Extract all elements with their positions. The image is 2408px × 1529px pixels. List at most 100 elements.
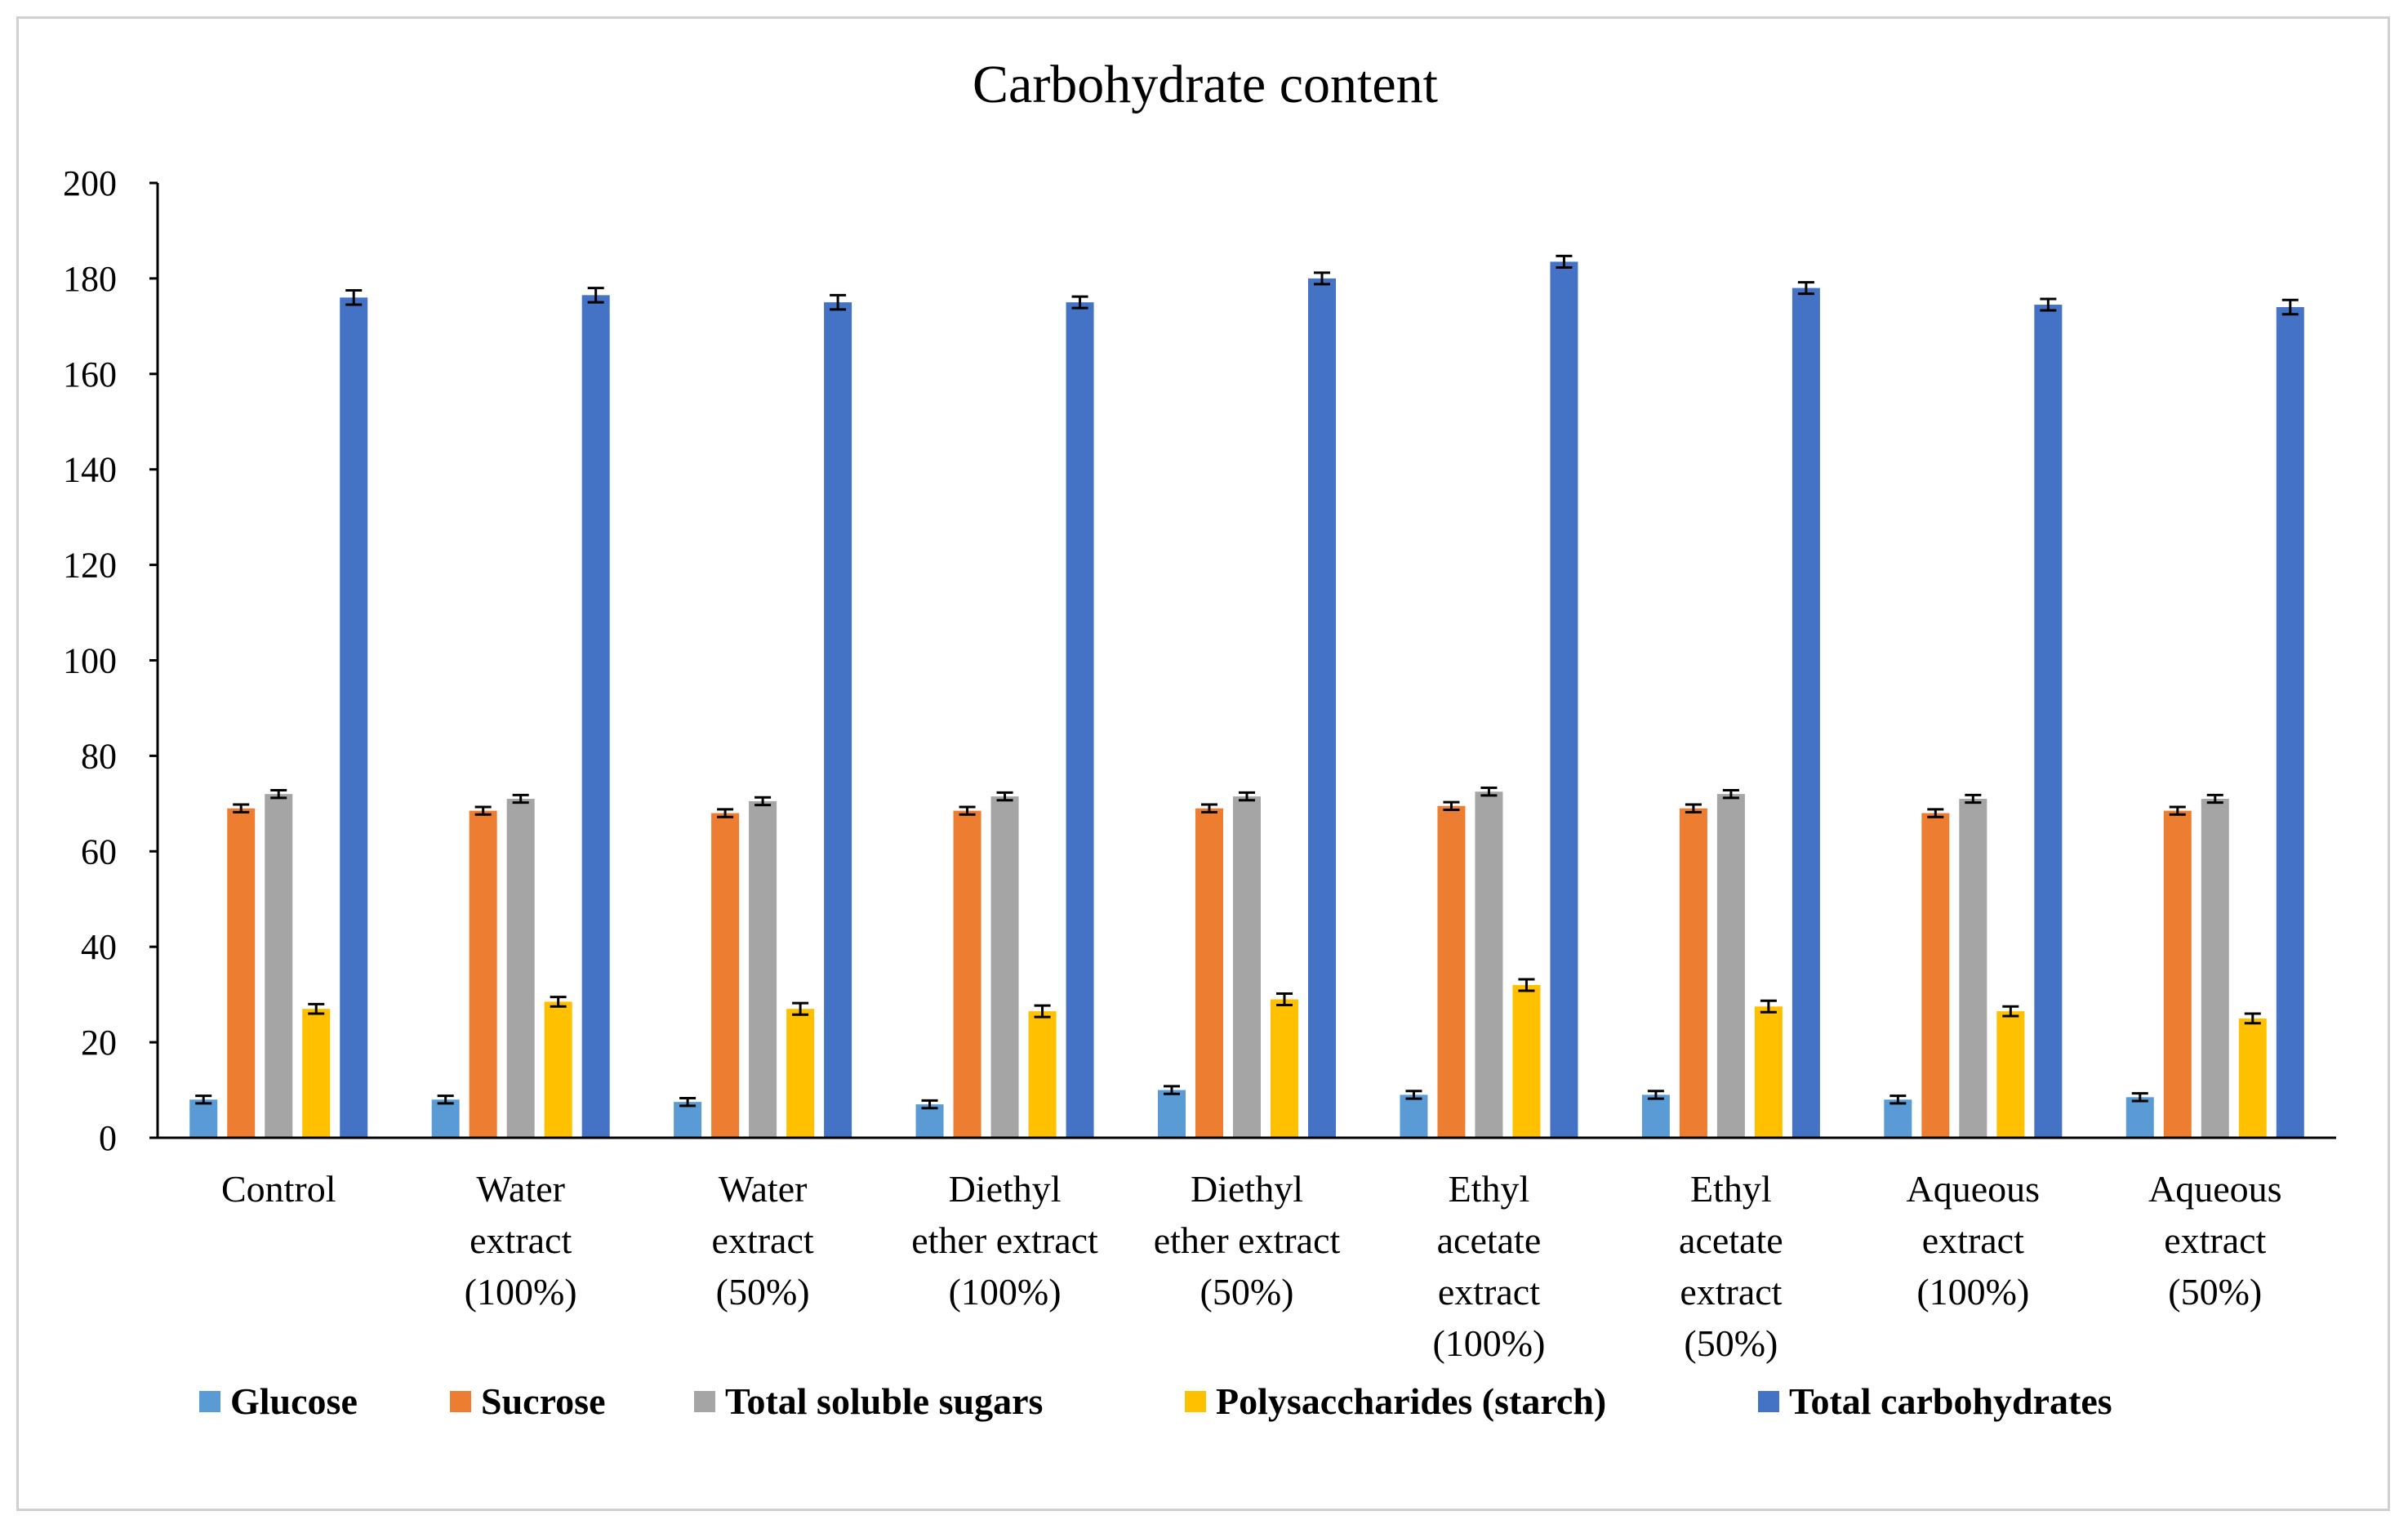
category-label: (50%) bbox=[1200, 1271, 1294, 1313]
bar-total-carbohydrates-2 bbox=[824, 302, 852, 1138]
bar-total-soluble-sugars-1 bbox=[506, 799, 535, 1138]
category-label: Aqueous bbox=[1907, 1168, 2041, 1210]
bar-total-carbohydrates-1 bbox=[581, 295, 610, 1138]
bar-total-soluble-sugars-5 bbox=[1475, 791, 1503, 1138]
category-label: Ethyl bbox=[1449, 1168, 1530, 1210]
bar-glucose-0 bbox=[189, 1099, 218, 1138]
x-axis: Control Water extract (100%) Water extract (50… bbox=[158, 1136, 2336, 1364]
legend-swatch-total-soluble-sugars bbox=[694, 1391, 715, 1412]
category-label: acetate bbox=[1437, 1219, 1542, 1261]
bar-glucose-7 bbox=[1884, 1099, 1912, 1138]
category-label: (100%) bbox=[1916, 1271, 2029, 1313]
bar-total-carbohydrates-3 bbox=[1066, 302, 1094, 1138]
legend-label: Total soluble sugars bbox=[725, 1380, 1043, 1422]
bar-sucrose-1 bbox=[469, 810, 497, 1138]
legend-swatch-total-carbohydrates bbox=[1758, 1391, 1779, 1412]
bar-polysaccharides-starch--4 bbox=[1271, 999, 1298, 1138]
bar-sucrose-8 bbox=[2163, 810, 2192, 1138]
bar-polysaccharides-starch--5 bbox=[1512, 984, 1541, 1138]
category-label: extract bbox=[1438, 1271, 1540, 1313]
bar-glucose-8 bbox=[2125, 1097, 2154, 1138]
bar-total-carbohydrates-0 bbox=[340, 297, 368, 1138]
legend-swatch-glucose bbox=[199, 1391, 220, 1412]
category-label: (50%) bbox=[2168, 1271, 2262, 1313]
legend: Glucose Sucrose Total soluble sugars Polysa… bbox=[199, 1380, 2112, 1422]
category-label: Aqueous bbox=[2148, 1168, 2282, 1210]
category-label: Ethyl bbox=[1690, 1168, 1772, 1210]
category-label: extract bbox=[2164, 1219, 2266, 1261]
y-tick-label: 80 bbox=[81, 736, 117, 776]
bar-glucose-2 bbox=[674, 1102, 702, 1138]
y-tick-label: 100 bbox=[63, 641, 117, 681]
bar-sucrose-6 bbox=[1679, 808, 1707, 1138]
bar-polysaccharides-starch--6 bbox=[1754, 1006, 1783, 1138]
category-label: (50%) bbox=[716, 1271, 810, 1313]
category-label: Water bbox=[719, 1168, 808, 1210]
y-tick-label: 180 bbox=[63, 259, 117, 299]
bar-total-carbohydrates-6 bbox=[1792, 288, 1820, 1139]
bar-total-carbohydrates-8 bbox=[2276, 306, 2304, 1139]
bar-polysaccharides-starch--7 bbox=[1996, 1011, 2025, 1138]
category-label: extract bbox=[1922, 1219, 2024, 1261]
bar-sucrose-5 bbox=[1437, 805, 1466, 1138]
legend-label: Total carbohydrates bbox=[1789, 1380, 2112, 1422]
legend-swatch-sucrose bbox=[450, 1391, 471, 1412]
y-tick-label: 200 bbox=[63, 163, 117, 203]
category-label: Diethyl bbox=[949, 1168, 1062, 1210]
bar-total-carbohydrates-7 bbox=[2034, 305, 2063, 1138]
y-tick-label: 160 bbox=[63, 354, 117, 395]
bar-glucose-3 bbox=[915, 1104, 944, 1138]
legend-label: Sucrose bbox=[481, 1380, 606, 1422]
bar-sucrose-2 bbox=[711, 813, 740, 1138]
bar-total-carbohydrates-5 bbox=[1550, 261, 1578, 1138]
category-label: extract bbox=[470, 1219, 572, 1261]
bar-polysaccharides-starch--2 bbox=[786, 1009, 815, 1138]
bar-sucrose-3 bbox=[953, 810, 981, 1138]
legend-swatch-polysaccharides-starch- bbox=[1185, 1391, 1206, 1412]
chart-title: Carbohydrate content bbox=[973, 55, 1438, 114]
y-axis: 0 20 40 60 80 100 120 140 160 180 200 bbox=[63, 163, 159, 1158]
legend-label: Polysaccharides (starch) bbox=[1216, 1380, 1606, 1422]
y-tick-label: 0 bbox=[99, 1118, 117, 1158]
bar-glucose-5 bbox=[1400, 1094, 1428, 1138]
y-tick-label: 140 bbox=[63, 450, 117, 490]
y-tick-label: 40 bbox=[81, 927, 117, 967]
bar-sucrose-0 bbox=[227, 808, 256, 1138]
bar-glucose-4 bbox=[1158, 1090, 1186, 1138]
bar-total-carbohydrates-4 bbox=[1308, 278, 1336, 1138]
bar-total-soluble-sugars-6 bbox=[1716, 794, 1745, 1138]
bars bbox=[189, 254, 2304, 1139]
category-label: Diethyl bbox=[1191, 1168, 1303, 1210]
category-label: (100%) bbox=[949, 1271, 1062, 1313]
bar-polysaccharides-starch--1 bbox=[544, 1001, 572, 1138]
category-label: extract bbox=[1680, 1271, 1782, 1313]
category-label: acetate bbox=[1679, 1219, 1783, 1261]
category-label: Control bbox=[221, 1168, 336, 1210]
bar-total-soluble-sugars-3 bbox=[990, 796, 1019, 1138]
bar-polysaccharides-starch--3 bbox=[1028, 1011, 1057, 1138]
bar-polysaccharides-starch--0 bbox=[302, 1009, 331, 1138]
bar-glucose-6 bbox=[1641, 1094, 1670, 1138]
category-label: Water bbox=[476, 1168, 565, 1210]
legend-label: Glucose bbox=[230, 1380, 358, 1422]
bar-sucrose-7 bbox=[1921, 813, 1950, 1138]
chart-frame: Carbohydrate content 0 20 40 60 80 100 120 140 1… bbox=[16, 16, 2390, 1511]
bar-total-soluble-sugars-8 bbox=[2201, 799, 2229, 1138]
carbohydrate-chart: Carbohydrate content 0 20 40 60 80 100 120 140 1… bbox=[63, 55, 2336, 1422]
category-label: (50%) bbox=[1684, 1322, 1778, 1364]
y-tick-label: 120 bbox=[63, 546, 117, 586]
category-label: (100%) bbox=[1432, 1322, 1545, 1364]
y-tick-label: 60 bbox=[81, 831, 117, 871]
bar-total-soluble-sugars-2 bbox=[749, 800, 777, 1138]
category-label: extract bbox=[712, 1219, 814, 1261]
y-tick-label: 20 bbox=[81, 1023, 117, 1063]
bar-sucrose-4 bbox=[1195, 808, 1223, 1138]
bar-glucose-1 bbox=[431, 1099, 460, 1138]
category-label: ether extract bbox=[1154, 1219, 1341, 1261]
bar-total-soluble-sugars-4 bbox=[1233, 796, 1261, 1138]
bar-total-soluble-sugars-7 bbox=[1959, 799, 1987, 1138]
category-label: (100%) bbox=[465, 1271, 577, 1313]
bar-total-soluble-sugars-0 bbox=[265, 794, 293, 1138]
category-label: ether extract bbox=[911, 1219, 1098, 1261]
bar-polysaccharides-starch--8 bbox=[2238, 1018, 2267, 1138]
